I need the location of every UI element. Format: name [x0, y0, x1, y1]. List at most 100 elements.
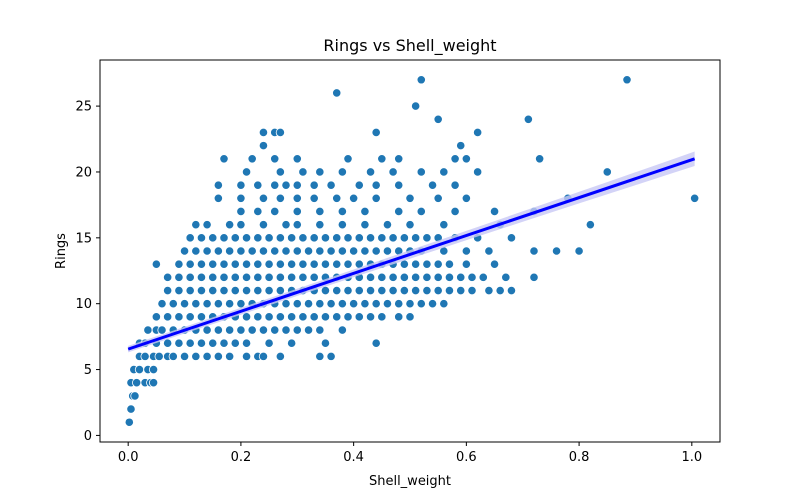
scatter-point — [241, 351, 252, 361]
scatter-point — [174, 285, 184, 296]
scatter-point — [236, 193, 246, 203]
scatter-point — [179, 246, 190, 256]
scatter-point — [168, 299, 178, 309]
y-tick-label: 10 — [75, 297, 92, 312]
scatter-point — [405, 220, 415, 230]
scatter-point — [337, 206, 347, 217]
scatter-point — [343, 312, 353, 322]
scatter-point — [298, 272, 308, 282]
scatter-point — [292, 325, 302, 335]
scatter-point — [450, 154, 460, 164]
scatter-point — [191, 246, 201, 256]
scatter-point — [275, 272, 285, 282]
scatter-point — [602, 167, 612, 177]
y-tick-label: 15 — [75, 231, 92, 246]
x-tick-label: 0.2 — [231, 450, 252, 465]
scatter-point — [354, 233, 364, 243]
scatter-point — [236, 246, 246, 256]
scatter-point — [253, 180, 263, 190]
scatter-point — [360, 206, 370, 217]
scatter-point — [202, 220, 212, 230]
scatter-point — [382, 220, 393, 230]
scatter-point — [230, 272, 240, 282]
scatter-point — [241, 285, 252, 296]
scatter-point — [196, 272, 207, 282]
scatter-point — [416, 167, 426, 177]
scatter-point — [168, 351, 178, 361]
scatter-point — [388, 167, 398, 177]
scatter-point — [163, 312, 173, 322]
scatter-point — [236, 325, 246, 335]
scatter-point — [253, 312, 263, 322]
scatter-point — [287, 338, 297, 348]
scatter-point — [185, 259, 195, 269]
scatter-point — [258, 351, 269, 361]
scatter-point — [298, 259, 308, 269]
scatter-point — [467, 272, 477, 282]
scatter-point — [236, 220, 246, 230]
x-tick-label: 0.6 — [456, 450, 477, 465]
scatter-point — [315, 325, 325, 335]
scatter-point — [213, 180, 223, 190]
scatter-point — [185, 338, 195, 348]
scatter-point — [292, 206, 302, 217]
scatter-point — [292, 154, 302, 164]
scatter-point — [230, 233, 240, 243]
scatter-point — [264, 259, 274, 269]
scatter-point — [422, 259, 432, 269]
scatter-point — [258, 325, 269, 335]
scatter-point — [405, 193, 415, 203]
scatter-point — [230, 285, 240, 296]
scatter-point — [529, 272, 539, 282]
scatter-point — [281, 325, 291, 335]
scatter-point — [416, 75, 426, 85]
scatter-point — [320, 338, 331, 348]
scatter-point — [315, 220, 325, 230]
scatter-point — [343, 154, 353, 164]
scatter-point — [371, 338, 381, 348]
scatter-point — [124, 417, 134, 427]
scatter-point — [202, 246, 212, 256]
scatter-point — [461, 246, 471, 256]
scatter-point — [134, 364, 145, 375]
scatter-point — [303, 299, 314, 309]
regression-confidence-band — [128, 151, 695, 353]
scatter-point — [191, 351, 201, 361]
scatter-point — [219, 233, 229, 243]
scatter-point — [622, 75, 632, 85]
scatter-point — [315, 246, 325, 256]
scatter-point — [174, 272, 184, 282]
scatter-point — [196, 285, 207, 296]
scatter-point — [405, 299, 415, 309]
scatter-point — [292, 193, 302, 203]
scatter-point — [422, 285, 432, 296]
scatter-point — [241, 259, 252, 269]
scatter-point — [349, 299, 359, 309]
scatter-point — [405, 312, 415, 322]
scatter-point — [287, 233, 297, 243]
scatter-point — [394, 180, 404, 190]
scatter-point — [270, 154, 280, 164]
scatter-point — [478, 272, 488, 282]
y-tick-label: 5 — [84, 363, 92, 378]
scatter-point — [309, 233, 319, 243]
x-tick-label: 0.4 — [343, 450, 364, 465]
scatter-point — [275, 312, 285, 322]
scatter-point — [450, 206, 460, 217]
scatter-point — [230, 338, 240, 348]
scatter-point — [377, 312, 387, 322]
scatter-point — [275, 193, 285, 203]
scatter-point — [219, 338, 229, 348]
scatter-point — [422, 272, 432, 282]
scatter-point — [264, 272, 274, 282]
scatter-point — [495, 285, 505, 296]
scatter-point — [126, 404, 136, 414]
scatter-point — [529, 246, 539, 256]
y-axis: 0 5 10 15 20 25 — [75, 100, 100, 444]
scatter-point — [253, 233, 263, 243]
scatter-point — [354, 180, 364, 190]
scatter-point — [264, 285, 274, 296]
scatter-point — [427, 180, 438, 190]
scatter-point — [484, 285, 494, 296]
scatter-point — [484, 246, 494, 256]
